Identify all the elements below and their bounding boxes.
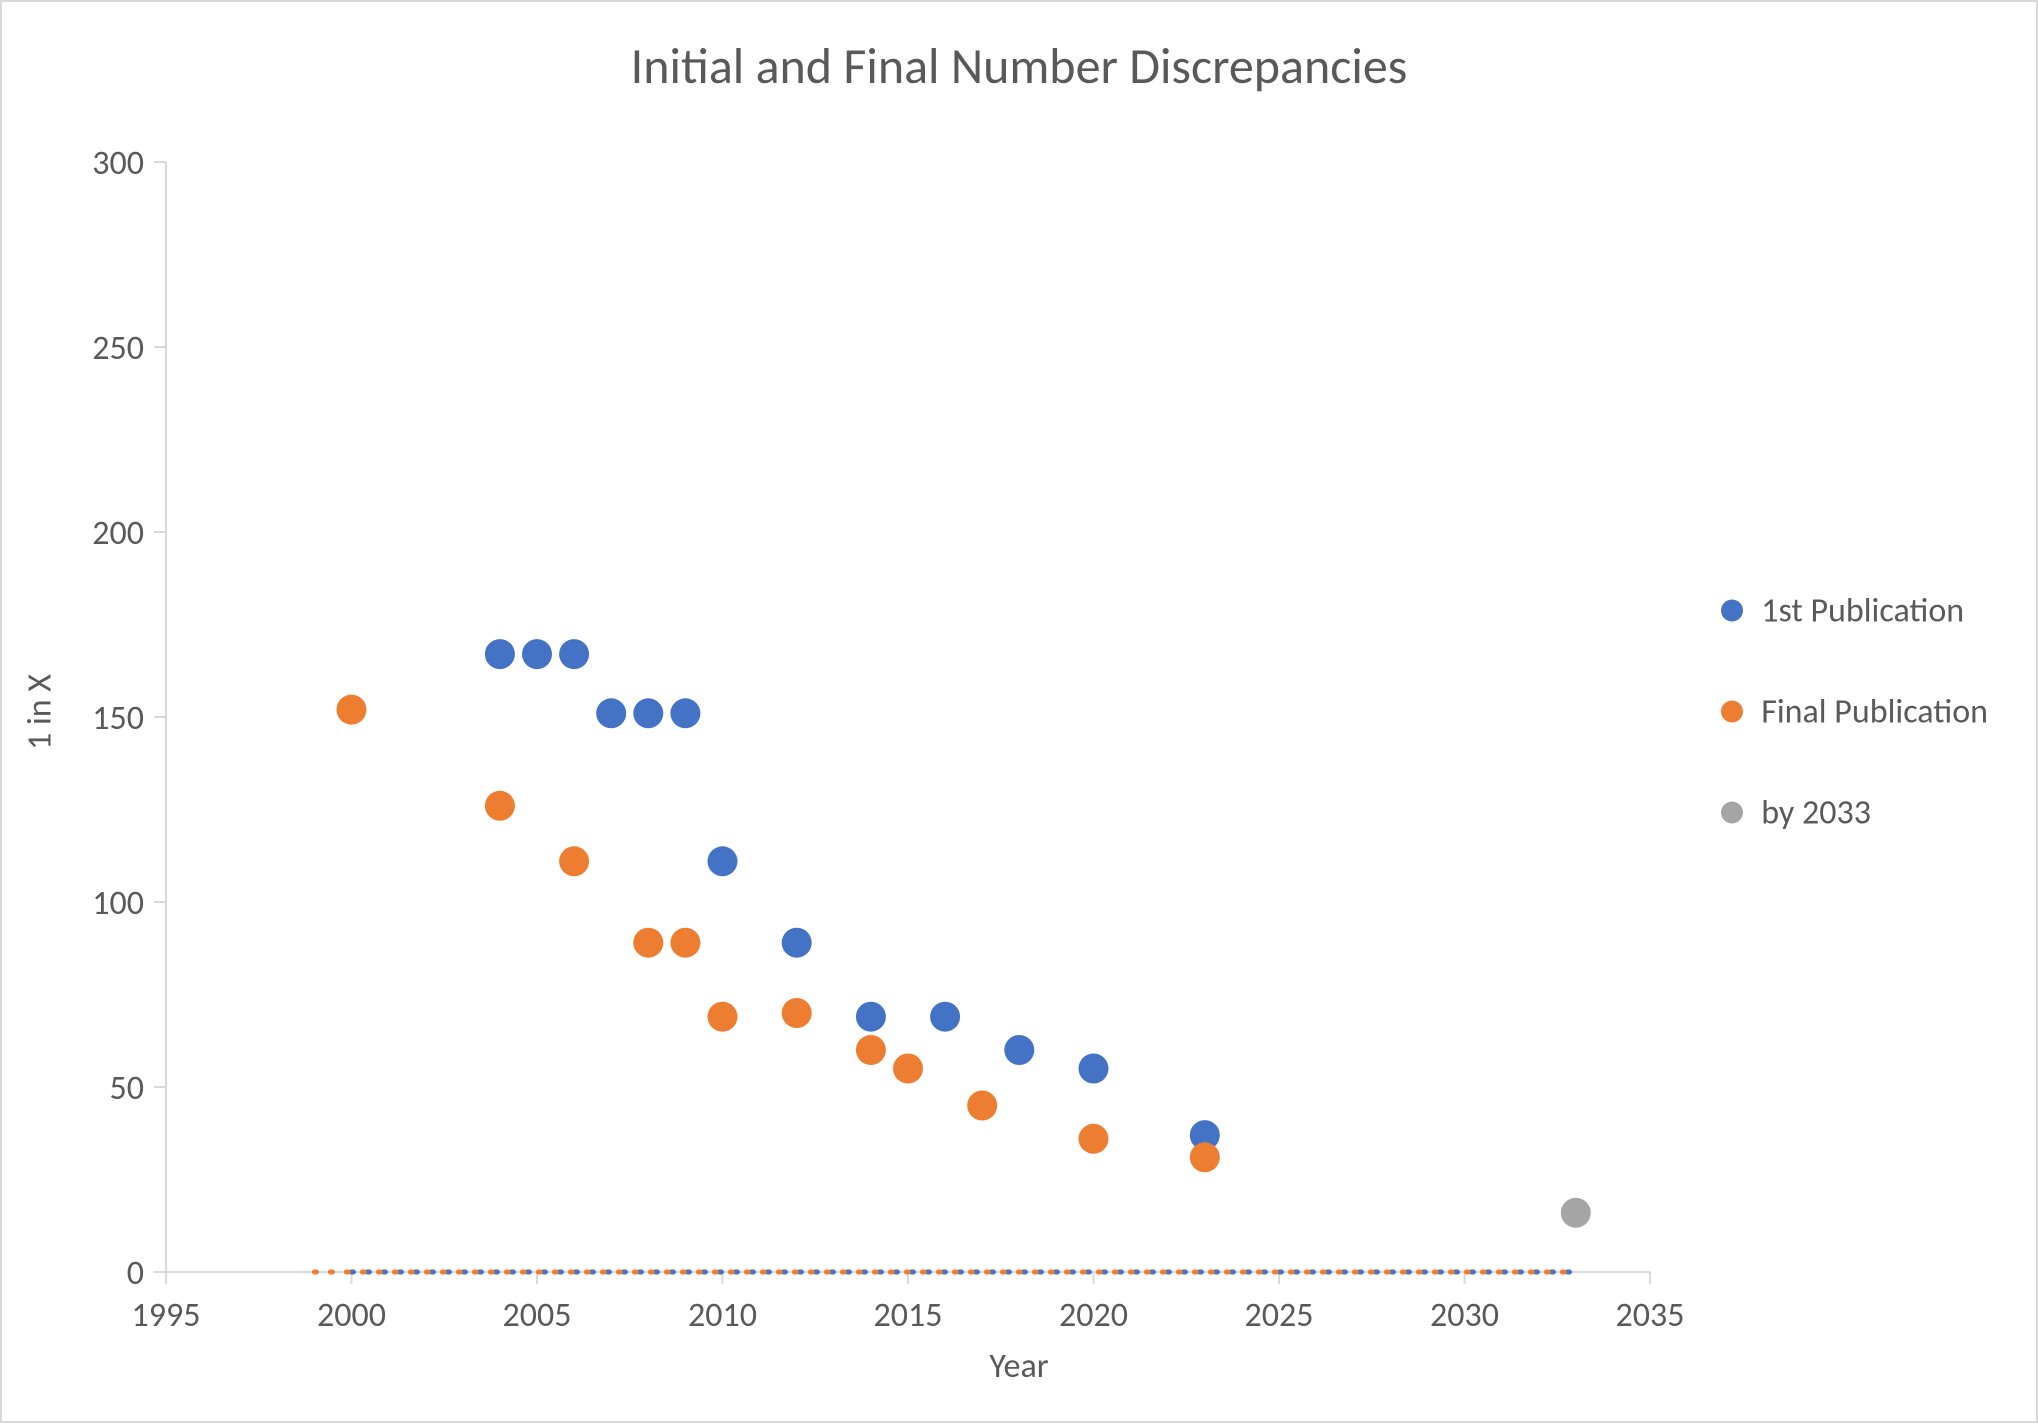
data-point [782, 928, 812, 958]
y-tick-label: 300 [92, 143, 144, 184]
data-point [485, 791, 515, 821]
data-point [782, 998, 812, 1028]
y-tick-label: 200 [92, 513, 144, 554]
data-point [1079, 1054, 1109, 1084]
legend: 1st Publication Final Publication by 2033 [1721, 590, 1988, 833]
data-point [1079, 1124, 1109, 1154]
data-point [708, 846, 738, 876]
x-tick-label: 2000 [317, 1295, 386, 1336]
data-point [522, 639, 552, 669]
legend-marker [1721, 600, 1743, 622]
x-tick-label: 2020 [1059, 1295, 1128, 1336]
data-point [670, 928, 700, 958]
legend-marker [1721, 701, 1743, 723]
legend-label: by 2033 [1761, 792, 1871, 833]
data-point [708, 1002, 738, 1032]
legend-label: Final Publication [1761, 691, 1988, 732]
data-point [930, 1002, 960, 1032]
data-point [1190, 1142, 1220, 1172]
x-tick-label: 2035 [1616, 1295, 1685, 1336]
legend-item: Final Publication [1721, 691, 1988, 732]
y-tick-label: 50 [110, 1068, 144, 1109]
data-point [856, 1035, 886, 1065]
data-point [633, 928, 663, 958]
data-point [1004, 1035, 1034, 1065]
data-point [893, 1054, 923, 1084]
y-tick-label: 0 [127, 1253, 144, 1294]
data-point [633, 698, 663, 728]
legend-label: 1st Publication [1761, 590, 1964, 631]
data-point [670, 698, 700, 728]
data-point [967, 1091, 997, 1121]
y-tick-label: 250 [92, 328, 144, 369]
y-tick-label: 100 [92, 883, 144, 924]
legend-item: by 2033 [1721, 792, 1988, 833]
x-tick-label: 2030 [1430, 1295, 1499, 1336]
x-tick-label: 2005 [503, 1295, 572, 1336]
data-point [485, 639, 515, 669]
data-point [596, 698, 626, 728]
legend-item: 1st Publication [1721, 590, 1988, 631]
y-tick-label: 150 [92, 698, 144, 739]
data-point [856, 1002, 886, 1032]
x-tick-label: 2015 [874, 1295, 943, 1336]
legend-marker [1721, 802, 1743, 824]
data-point [559, 639, 589, 669]
data-point [559, 846, 589, 876]
x-tick-label: 2025 [1245, 1295, 1314, 1336]
x-tick-label: 1995 [132, 1295, 201, 1336]
data-point [337, 695, 367, 725]
data-point [1561, 1198, 1591, 1228]
chart-container: Initial and Final Number Discrepancies 1… [0, 0, 2038, 1423]
x-tick-label: 2010 [688, 1295, 757, 1336]
